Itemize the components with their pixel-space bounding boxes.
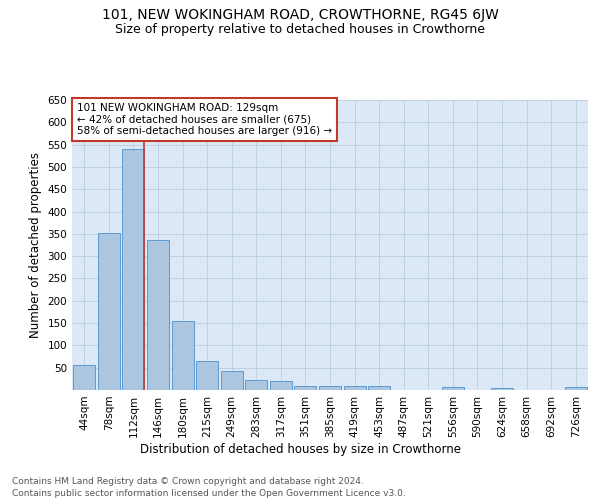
Text: Contains HM Land Registry data © Crown copyright and database right 2024.: Contains HM Land Registry data © Crown c… [12,478,364,486]
Bar [221,372,243,390]
Text: 101 NEW WOKINGHAM ROAD: 129sqm
← 42% of detached houses are smaller (675)
58% of: 101 NEW WOKINGHAM ROAD: 129sqm ← 42% of … [77,103,332,136]
Bar [295,386,316,390]
Bar [442,388,464,390]
Bar [270,381,292,390]
Bar [73,364,95,390]
Bar [245,380,268,390]
Bar [122,149,145,390]
Text: 101, NEW WOKINGHAM ROAD, CROWTHORNE, RG45 6JW: 101, NEW WOKINGHAM ROAD, CROWTHORNE, RG4… [101,8,499,22]
Text: Distribution of detached houses by size in Crowthorne: Distribution of detached houses by size … [139,442,461,456]
Text: Size of property relative to detached houses in Crowthorne: Size of property relative to detached ho… [115,22,485,36]
Bar [491,388,513,390]
Y-axis label: Number of detached properties: Number of detached properties [29,152,42,338]
Bar [319,386,341,390]
Bar [196,361,218,390]
Bar [368,386,390,390]
Bar [147,240,169,390]
Bar [565,388,587,390]
Text: Contains public sector information licensed under the Open Government Licence v3: Contains public sector information licen… [12,489,406,498]
Bar [98,232,120,390]
Bar [344,386,365,390]
Bar [172,321,194,390]
